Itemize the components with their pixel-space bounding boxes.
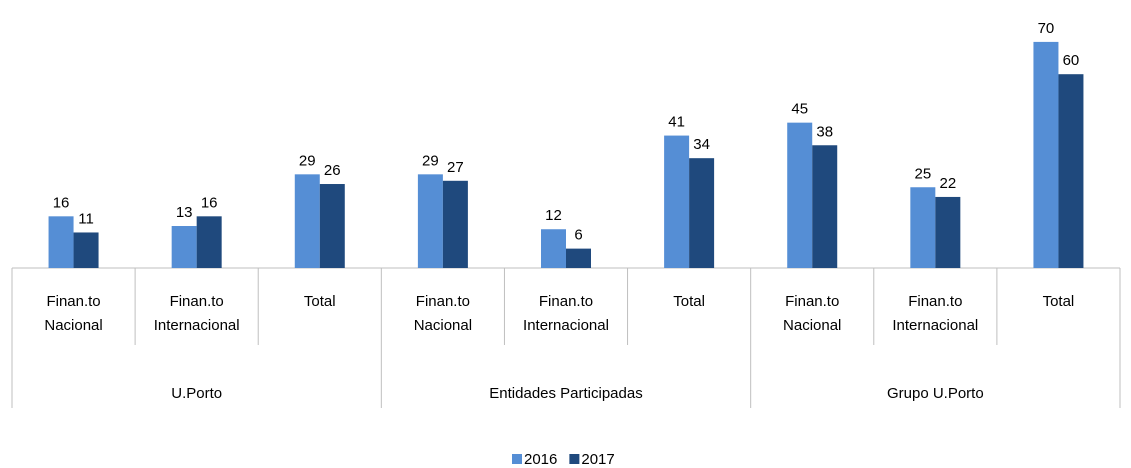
bar [417,174,443,268]
data-label: 45 [791,101,808,118]
x-tick-label: Finan.to Nacional [44,293,103,334]
bar [196,216,222,268]
bar [566,248,591,268]
data-label: 25 [914,165,931,182]
bar [171,226,197,268]
bar [910,187,936,268]
legend-label: 2017 [581,451,614,468]
data-label: 11 [78,210,94,227]
data-label: 6 [574,227,582,244]
data-label: 60 [1063,52,1080,69]
x-tick-label: Total [1042,293,1075,310]
group-label: U.Porto [171,385,222,402]
group-label: Entidades Participadas [489,385,642,402]
data-label: 16 [53,194,70,211]
x-tick-label: Finan.to Nacional [783,293,842,334]
data-label: 26 [324,162,341,179]
bar [664,135,690,268]
x-tick-label: Finan.to Nacional [413,293,473,334]
data-label: 34 [693,136,710,153]
bar [1033,41,1059,269]
bar [812,145,838,268]
data-label: 22 [939,175,956,192]
bar [935,196,961,268]
x-tick-label: Total [673,293,705,310]
bar [442,180,468,268]
x-tick-label: Total [303,293,336,310]
data-label: 16 [201,194,218,211]
data-label: 29 [422,152,439,169]
legend-swatch [569,454,580,464]
bar [48,216,74,268]
bar [541,229,566,268]
bar [294,174,320,268]
data-label: 41 [668,114,685,131]
data-label: 38 [816,123,833,140]
data-label: 29 [299,152,316,169]
data-label: 27 [447,159,464,176]
x-tick-label: Finan.to Internacional [153,293,240,334]
data-label: 70 [1038,20,1055,37]
x-tick-label: Finan.to Internacional [892,293,979,334]
bar [1058,74,1084,268]
data-label: 12 [545,207,562,224]
legend-swatch [512,454,522,464]
bar [689,158,715,268]
data-label: 13 [176,204,193,221]
x-tick-label: Finan.to Internacional [523,293,609,334]
bar [787,122,813,269]
group-label: Grupo U.Porto [887,385,984,402]
bar [319,184,345,268]
bar [73,232,99,268]
legend-label: 2016 [524,451,557,468]
